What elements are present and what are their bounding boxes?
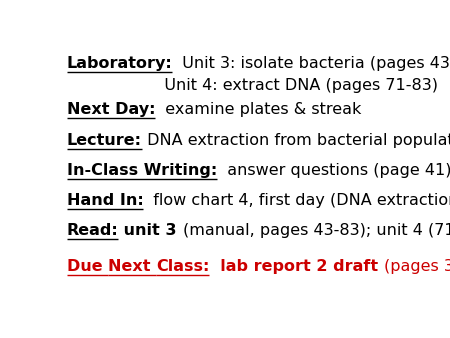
Text: (manual, pages 43-83); unit 4 (71-83): (manual, pages 43-83); unit 4 (71-83) bbox=[183, 223, 450, 238]
Text: Class:: Class: bbox=[156, 259, 209, 274]
Text: In-Class Writing:: In-Class Writing: bbox=[67, 163, 217, 178]
Text: answer questions (page 41): answer questions (page 41) bbox=[217, 163, 450, 178]
Text: Next Day:: Next Day: bbox=[67, 102, 155, 117]
Text: DNA extraction from bacterial populations: DNA extraction from bacterial population… bbox=[142, 133, 450, 148]
Text: Unit 3: isolate bacteria (pages 43-52): Unit 3: isolate bacteria (pages 43-52) bbox=[172, 56, 450, 71]
Text: Next: Next bbox=[108, 259, 156, 274]
Text: unit 3: unit 3 bbox=[118, 223, 183, 238]
Text: examine plates & streak: examine plates & streak bbox=[155, 102, 362, 117]
Text: Unit 4: extract DNA (pages 71-83): Unit 4: extract DNA (pages 71-83) bbox=[67, 78, 438, 93]
Text: (pages 37-39): (pages 37-39) bbox=[384, 259, 450, 274]
Text: Due: Due bbox=[67, 259, 108, 274]
Text: Hand In:: Hand In: bbox=[67, 193, 144, 208]
Text: Lecture:: Lecture: bbox=[67, 133, 142, 148]
Text: Read:: Read: bbox=[67, 223, 118, 238]
Text: lab report 2 draft: lab report 2 draft bbox=[209, 259, 384, 274]
Text: flow chart 4, first day (DNA extraction): flow chart 4, first day (DNA extraction) bbox=[144, 193, 450, 208]
Text: Laboratory:: Laboratory: bbox=[67, 56, 172, 71]
